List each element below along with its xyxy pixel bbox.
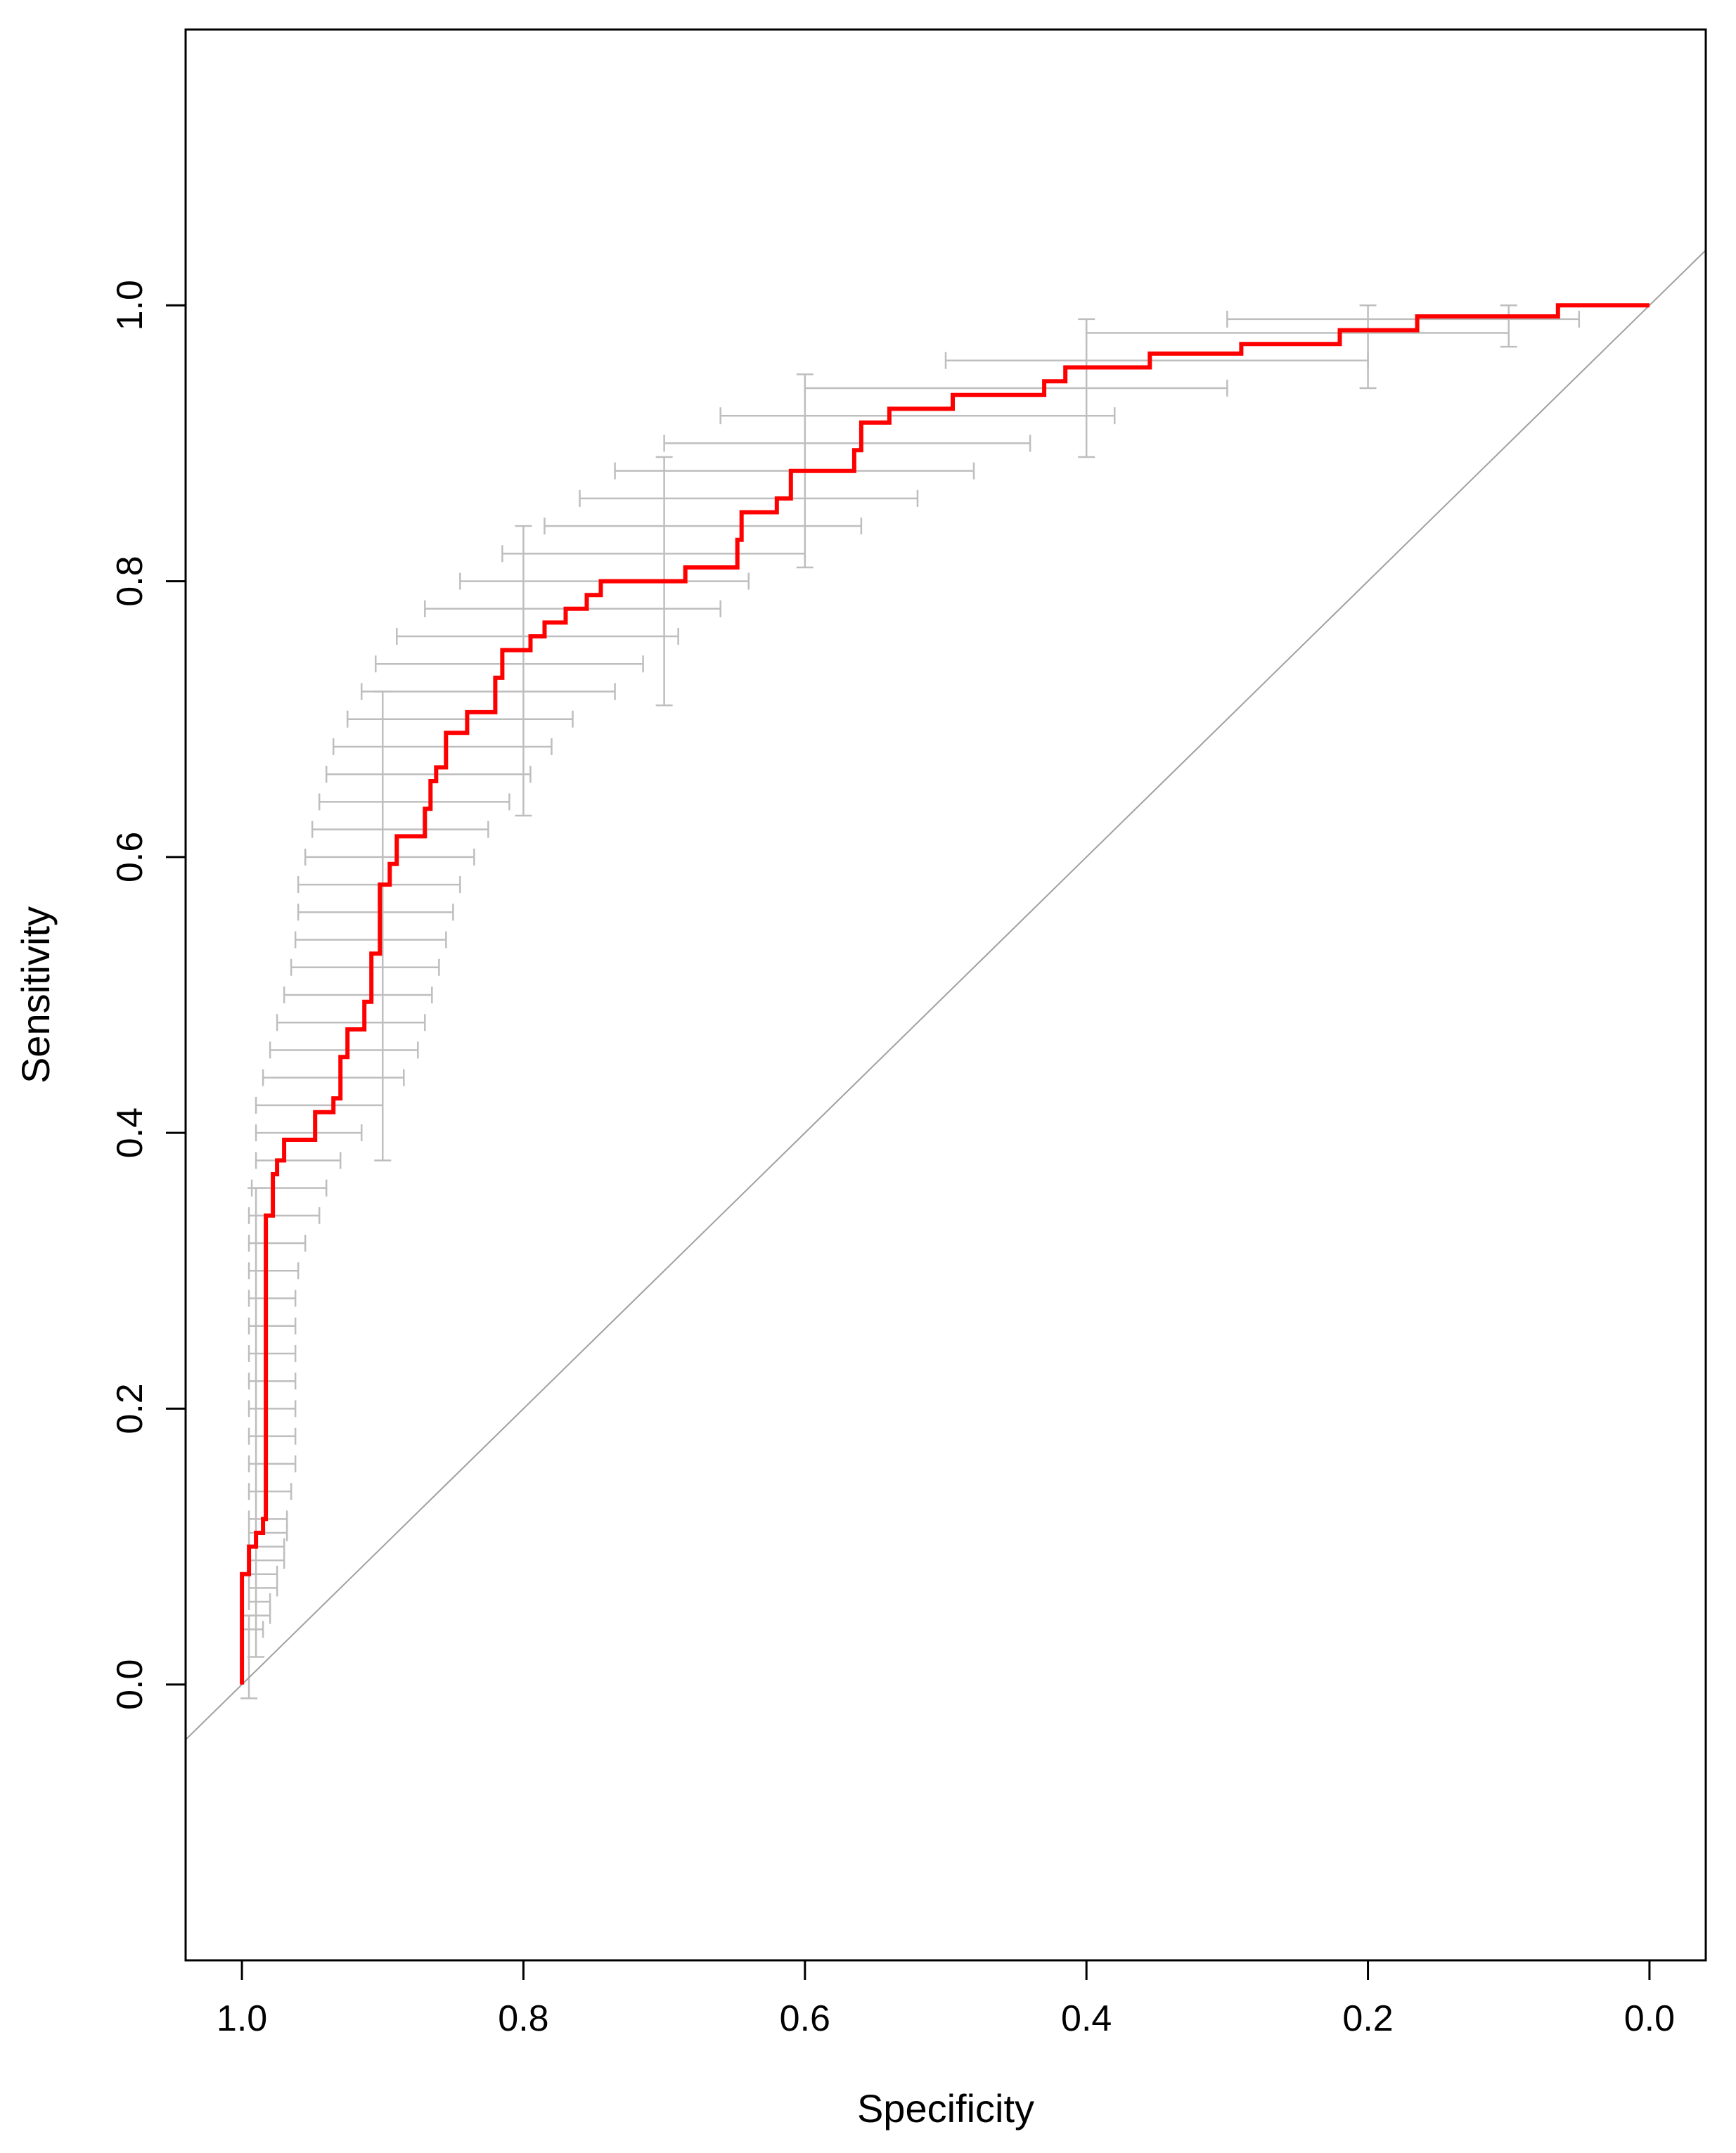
y-tick-label: 0.8 xyxy=(110,555,150,606)
ci-bar-specificity xyxy=(247,1262,300,1280)
ci-bar-specificity xyxy=(1226,310,1581,328)
chance-diagonal-line xyxy=(185,250,1706,1740)
ci-bar-specificity xyxy=(719,407,1116,425)
ci-bar-specificity xyxy=(325,766,532,783)
ci-bar-specificity xyxy=(297,904,454,921)
ci-bar-specificity xyxy=(283,986,433,1003)
ci-bar-sensitivity xyxy=(1359,304,1377,390)
ci-bar-specificity xyxy=(360,683,616,700)
x-axis: 1.0 0.8 0.6 0.4 0.2 0.0 xyxy=(217,1959,1675,2039)
ci-bar-sensitivity xyxy=(515,525,532,817)
ci-bar-specificity xyxy=(332,738,553,755)
x-tick-label: 0.6 xyxy=(780,1998,830,2039)
roc-curve-layer xyxy=(240,303,1650,1685)
ci-bar-specificity xyxy=(318,793,510,811)
x-tick-label: 0.4 xyxy=(1061,1998,1112,2039)
roc-curve-line xyxy=(240,303,1650,1685)
ci-bar-specificity xyxy=(544,518,863,535)
ci-bar-specificity xyxy=(579,489,919,507)
ci-bar-sensitivity xyxy=(374,690,392,1162)
y-tick-label: 1.0 xyxy=(110,280,150,330)
ci-bar-specificity xyxy=(255,1152,342,1169)
ci-bar-specificity xyxy=(276,1014,426,1031)
y-tick-label: 0.2 xyxy=(110,1383,150,1434)
ci-bar-specificity xyxy=(247,1207,321,1224)
ci-bar-specificity xyxy=(304,848,475,866)
y-axis: 0.0 0.2 0.4 0.6 0.8 1.0 xyxy=(110,280,186,1710)
ci-bar-specificity xyxy=(346,710,574,728)
y-axis-label: Sensitivity xyxy=(13,906,58,1084)
x-tick-label: 0.2 xyxy=(1342,1998,1393,2039)
x-tick-label: 0.8 xyxy=(498,1998,548,2039)
x-tick-label: 1.0 xyxy=(217,1998,267,2039)
x-axis-label: Specificity xyxy=(857,2086,1034,2130)
ci-bar-sensitivity xyxy=(1500,304,1517,348)
x-tick-label: 0.0 xyxy=(1624,1998,1675,2039)
ci-bar-specificity xyxy=(247,1235,307,1252)
ci-bar-specificity xyxy=(269,1041,419,1059)
y-tick-label: 0.6 xyxy=(110,832,150,882)
ci-bar-sensitivity xyxy=(247,1187,265,1658)
ci-bar-specificity xyxy=(255,1124,363,1142)
ci-bar-sensitivity xyxy=(1078,318,1095,458)
y-tick-label: 0.4 xyxy=(110,1107,150,1158)
ci-bar-specificity xyxy=(375,655,644,673)
ci-bar-specificity xyxy=(663,435,1031,452)
ci-bar-specificity xyxy=(311,821,489,838)
ci-bar-specificity xyxy=(294,931,447,949)
ci-bar-specificity xyxy=(262,1069,405,1086)
reference-line-layer xyxy=(185,250,1706,1740)
y-tick-label: 0.0 xyxy=(110,1659,150,1710)
ci-bar-specificity xyxy=(290,958,440,976)
